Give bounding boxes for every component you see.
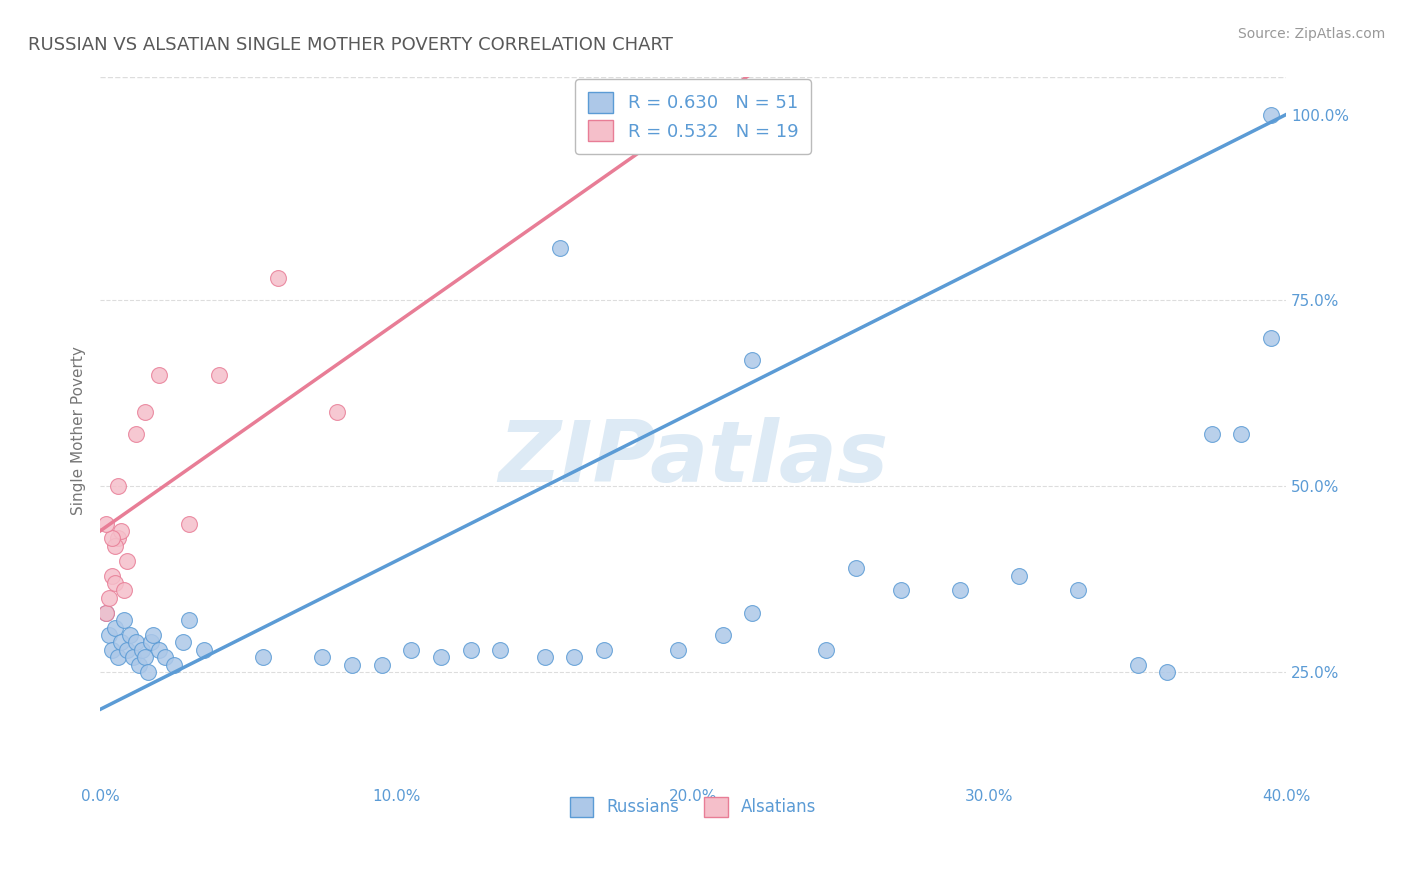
Point	[107, 532, 129, 546]
Point	[845, 561, 868, 575]
Point	[311, 650, 333, 665]
Point	[340, 657, 363, 672]
Point	[139, 635, 162, 649]
Point	[98, 628, 121, 642]
Point	[401, 643, 423, 657]
Text: ZIPatlas: ZIPatlas	[498, 417, 889, 500]
Point	[741, 606, 763, 620]
Point	[1067, 583, 1090, 598]
Point	[548, 242, 571, 256]
Point	[1201, 427, 1223, 442]
Point	[193, 643, 215, 657]
Point	[134, 405, 156, 419]
Point	[115, 554, 138, 568]
Point	[94, 606, 117, 620]
Y-axis label: Single Mother Poverty: Single Mother Poverty	[72, 346, 86, 515]
Point	[101, 568, 124, 582]
Point	[949, 583, 972, 598]
Point	[371, 657, 394, 672]
Point	[208, 368, 231, 382]
Point	[177, 613, 200, 627]
Point	[125, 427, 148, 442]
Point	[155, 650, 177, 665]
Point	[326, 405, 349, 419]
Point	[98, 591, 121, 605]
Point	[134, 650, 156, 665]
Point	[148, 643, 170, 657]
Point	[112, 613, 135, 627]
Point	[1156, 665, 1178, 680]
Point	[1126, 657, 1149, 672]
Point	[104, 576, 127, 591]
Legend: Russians, Alsatians: Russians, Alsatians	[561, 789, 825, 825]
Point	[172, 635, 194, 649]
Point	[101, 643, 124, 657]
Point	[128, 657, 150, 672]
Point	[94, 516, 117, 531]
Point	[148, 368, 170, 382]
Point	[489, 643, 512, 657]
Point	[1008, 568, 1031, 582]
Point	[741, 353, 763, 368]
Point	[101, 532, 124, 546]
Point	[533, 650, 555, 665]
Point	[136, 665, 159, 680]
Text: Source: ZipAtlas.com: Source: ZipAtlas.com	[1237, 27, 1385, 41]
Point	[104, 621, 127, 635]
Point	[121, 650, 143, 665]
Point	[815, 643, 838, 657]
Point	[142, 628, 165, 642]
Point	[104, 539, 127, 553]
Point	[1260, 331, 1282, 345]
Point	[593, 643, 616, 657]
Point	[711, 628, 734, 642]
Point	[110, 635, 132, 649]
Point	[112, 583, 135, 598]
Point	[890, 583, 912, 598]
Point	[94, 606, 117, 620]
Point	[118, 628, 141, 642]
Point	[430, 650, 453, 665]
Point	[460, 643, 482, 657]
Point	[163, 657, 186, 672]
Text: RUSSIAN VS ALSATIAN SINGLE MOTHER POVERTY CORRELATION CHART: RUSSIAN VS ALSATIAN SINGLE MOTHER POVERT…	[28, 36, 673, 54]
Point	[107, 650, 129, 665]
Point	[564, 650, 586, 665]
Point	[1230, 427, 1253, 442]
Point	[125, 635, 148, 649]
Point	[107, 479, 129, 493]
Point	[110, 524, 132, 538]
Point	[267, 271, 290, 285]
Point	[252, 650, 274, 665]
Point	[1260, 107, 1282, 121]
Point	[115, 643, 138, 657]
Point	[666, 643, 689, 657]
Point	[177, 516, 200, 531]
Point	[131, 643, 153, 657]
